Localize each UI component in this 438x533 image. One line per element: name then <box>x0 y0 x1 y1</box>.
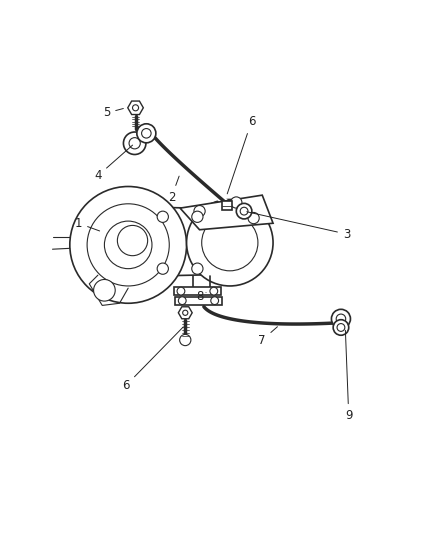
Polygon shape <box>173 287 221 295</box>
Text: 8: 8 <box>196 290 206 303</box>
Text: 3: 3 <box>247 212 350 240</box>
Circle shape <box>236 204 252 219</box>
Polygon shape <box>145 207 240 276</box>
Circle shape <box>210 287 218 295</box>
Polygon shape <box>128 101 143 115</box>
Circle shape <box>133 105 138 111</box>
Circle shape <box>141 128 151 138</box>
Circle shape <box>177 287 185 295</box>
Circle shape <box>187 199 273 286</box>
Circle shape <box>333 320 349 335</box>
Text: 9: 9 <box>345 330 353 422</box>
Text: 1: 1 <box>75 217 99 231</box>
Circle shape <box>194 206 205 217</box>
Circle shape <box>94 279 115 301</box>
Circle shape <box>192 263 203 274</box>
Circle shape <box>104 221 152 269</box>
Circle shape <box>337 324 345 332</box>
Circle shape <box>137 124 156 143</box>
Circle shape <box>183 310 188 316</box>
Circle shape <box>248 213 259 224</box>
Circle shape <box>202 215 258 271</box>
Circle shape <box>211 297 219 304</box>
Bar <box>222 201 232 211</box>
Circle shape <box>178 297 186 304</box>
Text: 5: 5 <box>103 107 124 119</box>
Polygon shape <box>178 307 192 319</box>
Text: 6: 6 <box>227 115 255 194</box>
Text: 6: 6 <box>122 327 184 392</box>
Circle shape <box>240 207 248 215</box>
Circle shape <box>117 225 148 256</box>
Circle shape <box>157 263 168 274</box>
Polygon shape <box>175 297 223 305</box>
Text: 7: 7 <box>258 327 277 346</box>
Circle shape <box>180 334 191 345</box>
Circle shape <box>129 138 140 149</box>
Text: 4: 4 <box>94 145 133 182</box>
Circle shape <box>231 197 242 208</box>
Text: 2: 2 <box>168 176 179 204</box>
Circle shape <box>70 187 187 303</box>
Circle shape <box>157 211 168 222</box>
Circle shape <box>332 309 350 328</box>
Circle shape <box>192 211 203 222</box>
Circle shape <box>87 204 169 286</box>
Circle shape <box>124 132 146 155</box>
Circle shape <box>336 314 346 324</box>
Polygon shape <box>180 195 273 230</box>
